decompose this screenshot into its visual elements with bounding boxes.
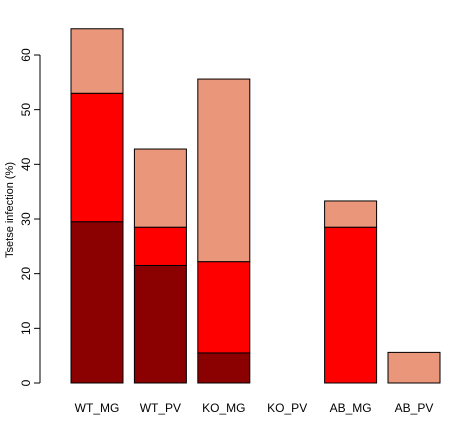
- x-category-label: WT_MG: [75, 401, 120, 415]
- bar-segment-wt-pv-2: [133, 226, 187, 266]
- bar-segment-wt-pv-1: [133, 264, 187, 384]
- y-tick-label: 0: [19, 379, 33, 386]
- x-category-label: AB_MG: [330, 401, 372, 415]
- bar-segment-ab-mg-2: [324, 226, 378, 384]
- x-category-label: KO_PV: [267, 401, 307, 415]
- y-tick-label: 20: [19, 267, 33, 281]
- bar-segment-wt-pv-3: [133, 148, 187, 228]
- y-tick-label: 50: [19, 103, 33, 117]
- x-category-label: AB_PV: [395, 401, 434, 415]
- x-category-label: KO_MG: [202, 401, 245, 415]
- bar-segment-ko-mg-2: [197, 261, 251, 354]
- y-tick-label: 10: [19, 321, 33, 335]
- bar-segment-ko-mg-1: [197, 352, 251, 384]
- bars: [70, 28, 441, 384]
- y-axis: 0 10 20 30 40 50 60: [19, 48, 41, 386]
- bar-segment-wt-mg-3: [70, 28, 124, 94]
- bar-segment-ab-mg-3: [324, 200, 378, 228]
- y-tick-label: 60: [19, 48, 33, 62]
- y-tick-label: 40: [19, 157, 33, 171]
- x-category-label: WT_PV: [140, 401, 181, 415]
- y-tick-label: 30: [19, 212, 33, 226]
- x-axis-labels: WT_MG WT_PV KO_MG KO_PV AB_MG AB_PV: [75, 401, 434, 415]
- bar-segment-ab-pv-3: [387, 351, 441, 384]
- bar-segment-wt-mg-1: [70, 221, 124, 384]
- bar-segment-wt-mg-2: [70, 92, 124, 223]
- y-axis-label: Tsetse infection (%): [4, 162, 16, 258]
- bar-segment-ko-mg-3: [197, 78, 251, 263]
